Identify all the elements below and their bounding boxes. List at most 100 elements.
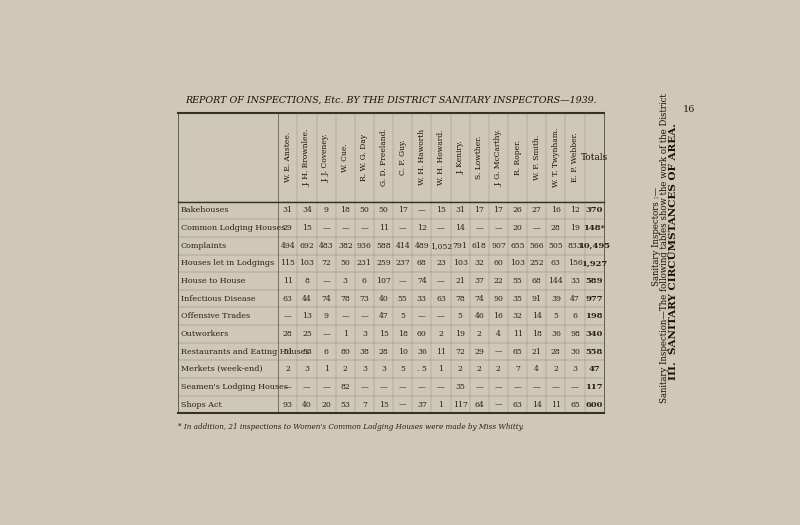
Text: 494: 494 (281, 242, 295, 250)
Text: 237: 237 (395, 259, 410, 267)
Text: 28: 28 (551, 224, 561, 232)
Text: 40: 40 (378, 295, 389, 302)
Text: 21: 21 (455, 277, 465, 285)
Text: 38: 38 (359, 348, 370, 355)
Text: 53: 53 (302, 348, 312, 355)
Text: 2: 2 (343, 365, 348, 373)
Text: 3: 3 (305, 365, 310, 373)
Text: Sanitary Inspectors :—: Sanitary Inspectors :— (652, 187, 661, 286)
Text: —: — (437, 312, 445, 320)
Text: 117: 117 (453, 401, 467, 408)
Text: 40: 40 (302, 401, 312, 408)
Text: House to House: House to House (181, 277, 245, 285)
Text: 600: 600 (586, 401, 603, 408)
Text: 10,495: 10,495 (578, 242, 610, 250)
Text: Houses let in Lodgings: Houses let in Lodgings (181, 259, 274, 267)
Text: 618: 618 (472, 242, 486, 250)
Text: 1: 1 (342, 330, 348, 338)
Text: —: — (533, 224, 541, 232)
Text: 78: 78 (340, 295, 350, 302)
Text: 63: 63 (551, 259, 561, 267)
Text: J. H. Brownlee.: J. H. Brownlee. (303, 129, 311, 186)
Text: Totals: Totals (581, 153, 608, 162)
Text: —: — (494, 383, 502, 391)
Text: 18: 18 (398, 330, 408, 338)
Text: —: — (475, 383, 483, 391)
Text: —: — (437, 383, 445, 391)
Text: —: — (494, 224, 502, 232)
Text: 252: 252 (530, 259, 544, 267)
Text: 55: 55 (513, 277, 522, 285)
Text: 27: 27 (532, 206, 542, 214)
Text: 17: 17 (494, 206, 503, 214)
Text: 32: 32 (513, 312, 522, 320)
Text: 13: 13 (302, 312, 312, 320)
Text: 17: 17 (398, 206, 408, 214)
Text: 156: 156 (568, 259, 582, 267)
Text: 60: 60 (494, 259, 503, 267)
Text: 47: 47 (378, 312, 389, 320)
Text: 64: 64 (474, 401, 484, 408)
Text: 73: 73 (359, 295, 370, 302)
Text: —: — (380, 383, 387, 391)
Text: 36: 36 (417, 348, 426, 355)
Text: 63: 63 (283, 295, 293, 302)
Text: —: — (418, 383, 426, 391)
Text: —: — (514, 383, 522, 391)
Text: 231: 231 (357, 259, 372, 267)
Text: 2: 2 (458, 365, 462, 373)
Text: 74: 74 (417, 277, 426, 285)
Text: 35: 35 (455, 383, 465, 391)
Text: 80: 80 (340, 348, 350, 355)
Text: Infectious Disease: Infectious Disease (181, 295, 255, 302)
Text: 16: 16 (551, 206, 561, 214)
Text: 16: 16 (683, 106, 695, 114)
Text: 28: 28 (283, 330, 293, 338)
Text: —: — (322, 224, 330, 232)
Text: J. J. Coveney.: J. J. Coveney. (322, 133, 330, 182)
Text: —: — (284, 312, 292, 320)
Text: 5: 5 (400, 312, 405, 320)
Text: 46: 46 (474, 312, 484, 320)
Text: Bakehouses: Bakehouses (181, 206, 229, 214)
Text: 82: 82 (340, 383, 350, 391)
Text: S. Lowther.: S. Lowther. (475, 135, 483, 179)
Text: 25: 25 (302, 330, 312, 338)
Text: 5: 5 (458, 312, 462, 320)
Text: 5: 5 (400, 365, 405, 373)
Text: 144: 144 (549, 277, 563, 285)
Text: W. T. Twynham.: W. T. Twynham. (552, 128, 560, 187)
Text: 21: 21 (532, 348, 542, 355)
Text: 90: 90 (494, 295, 503, 302)
Text: —: — (399, 224, 406, 232)
Text: 14: 14 (532, 312, 542, 320)
Text: 655: 655 (510, 242, 525, 250)
Text: 19: 19 (570, 224, 580, 232)
Text: 30: 30 (570, 348, 580, 355)
Text: 692: 692 (299, 242, 314, 250)
Text: 20: 20 (513, 224, 522, 232)
Text: 72: 72 (455, 348, 465, 355)
Text: Offensive Trades: Offensive Trades (181, 312, 250, 320)
Text: 68: 68 (417, 259, 426, 267)
Text: 93: 93 (283, 401, 293, 408)
Text: 74: 74 (322, 295, 331, 302)
Text: 1: 1 (438, 365, 443, 373)
Text: 65: 65 (513, 348, 522, 355)
Text: 833: 833 (567, 242, 582, 250)
Text: R. Roper.: R. Roper. (514, 140, 522, 175)
Text: 791: 791 (453, 242, 467, 250)
Text: 15: 15 (378, 401, 389, 408)
Text: 2: 2 (496, 365, 501, 373)
Text: —: — (399, 383, 406, 391)
Text: 7: 7 (515, 365, 520, 373)
Text: 1,052: 1,052 (430, 242, 452, 250)
Text: 10: 10 (398, 348, 408, 355)
Text: III.  SANITARY CIRCUMSTANCES OF AREA.: III. SANITARY CIRCUMSTANCES OF AREA. (669, 123, 678, 380)
Text: 588: 588 (376, 242, 391, 250)
Text: 31: 31 (283, 206, 293, 214)
Text: 907: 907 (491, 242, 506, 250)
Text: —: — (361, 383, 368, 391)
Text: 15: 15 (302, 224, 312, 232)
Text: 35: 35 (513, 295, 522, 302)
